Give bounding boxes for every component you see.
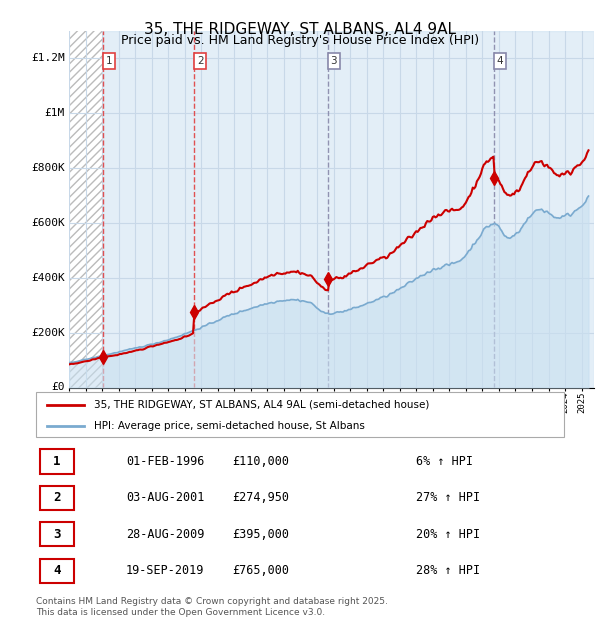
Text: Price paid vs. HM Land Registry's House Price Index (HPI): Price paid vs. HM Land Registry's House … xyxy=(121,34,479,47)
Text: £110,000: £110,000 xyxy=(232,455,289,468)
Text: 03-AUG-2001: 03-AUG-2001 xyxy=(126,492,204,505)
Text: HPI: Average price, semi-detached house, St Albans: HPI: Average price, semi-detached house,… xyxy=(94,421,365,431)
FancyBboxPatch shape xyxy=(40,486,74,510)
Text: 19-SEP-2019: 19-SEP-2019 xyxy=(126,564,204,577)
Bar xyxy=(103,31,594,388)
Text: 3: 3 xyxy=(331,56,337,66)
Text: 1: 1 xyxy=(53,455,61,468)
Text: £765,000: £765,000 xyxy=(232,564,289,577)
Text: £200K: £200K xyxy=(31,327,65,338)
Text: 35, THE RIDGEWAY, ST ALBANS, AL4 9AL: 35, THE RIDGEWAY, ST ALBANS, AL4 9AL xyxy=(144,22,456,37)
Text: 4: 4 xyxy=(53,564,61,577)
Text: £1.2M: £1.2M xyxy=(31,53,65,63)
FancyBboxPatch shape xyxy=(40,522,74,546)
Text: 28-AUG-2009: 28-AUG-2009 xyxy=(126,528,204,541)
Text: Contains HM Land Registry data © Crown copyright and database right 2025.
This d: Contains HM Land Registry data © Crown c… xyxy=(36,598,388,617)
FancyBboxPatch shape xyxy=(40,559,74,583)
Text: 27% ↑ HPI: 27% ↑ HPI xyxy=(416,492,480,505)
Text: 6% ↑ HPI: 6% ↑ HPI xyxy=(416,455,473,468)
Text: 2: 2 xyxy=(53,492,61,505)
Bar xyxy=(69,31,103,388)
Text: £1M: £1M xyxy=(44,108,65,118)
Text: 1: 1 xyxy=(106,56,113,66)
Text: £0: £0 xyxy=(52,383,65,392)
FancyBboxPatch shape xyxy=(40,450,74,474)
Text: £800K: £800K xyxy=(31,163,65,173)
FancyBboxPatch shape xyxy=(36,392,564,437)
Text: 28% ↑ HPI: 28% ↑ HPI xyxy=(416,564,480,577)
Text: 01-FEB-1996: 01-FEB-1996 xyxy=(126,455,204,468)
Text: £400K: £400K xyxy=(31,273,65,283)
Text: 2: 2 xyxy=(197,56,203,66)
Text: £395,000: £395,000 xyxy=(232,528,289,541)
Text: 4: 4 xyxy=(497,56,503,66)
Text: 35, THE RIDGEWAY, ST ALBANS, AL4 9AL (semi-detached house): 35, THE RIDGEWAY, ST ALBANS, AL4 9AL (se… xyxy=(94,400,430,410)
Text: £274,950: £274,950 xyxy=(232,492,289,505)
Text: 20% ↑ HPI: 20% ↑ HPI xyxy=(416,528,480,541)
Text: 3: 3 xyxy=(53,528,61,541)
Text: £600K: £600K xyxy=(31,218,65,228)
